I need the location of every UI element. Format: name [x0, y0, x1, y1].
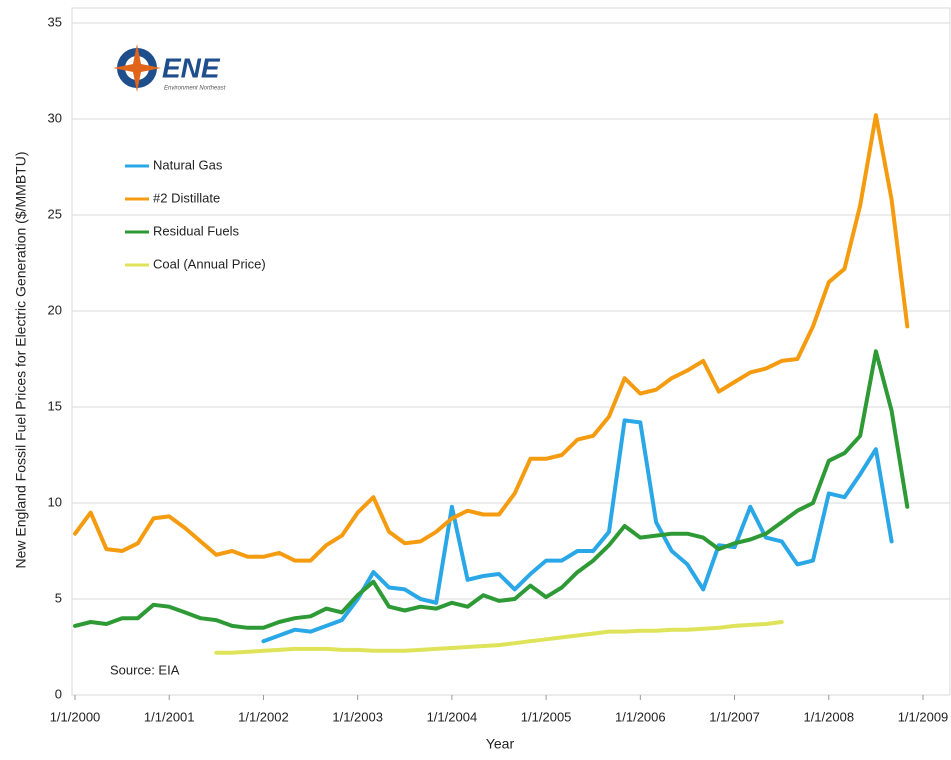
- y-tick-label: 20: [48, 302, 62, 317]
- y-tick-label: 0: [55, 686, 62, 701]
- y-tick-label: 15: [48, 398, 62, 413]
- y-tick-label: 30: [48, 110, 62, 125]
- y-tick-label: 35: [48, 14, 62, 29]
- series-line: [73, 349, 910, 630]
- logo-subtitle: Environment Northeast: [164, 86, 226, 92]
- x-tick-label: 1/1/2008: [803, 709, 854, 724]
- legend-label: Coal (Annual Price): [153, 256, 266, 271]
- series-line: [214, 620, 784, 655]
- legend-label: Natural Gas: [153, 157, 223, 172]
- source-note: Source: EIA: [110, 662, 180, 677]
- x-tick-label: 1/1/2004: [427, 709, 478, 724]
- x-tick-label: 1/1/2001: [144, 709, 195, 724]
- x-tick-label: 1/1/2005: [521, 709, 572, 724]
- x-tick-label: 1/1/2006: [615, 709, 666, 724]
- y-tick-label: 5: [55, 590, 62, 605]
- series-line: [73, 113, 910, 563]
- x-tick-label: 1/1/2003: [332, 709, 383, 724]
- y-tick-label: 10: [48, 494, 62, 509]
- x-tick-label: 1/1/2002: [238, 709, 289, 724]
- series-line: [261, 418, 894, 644]
- logo-icon: [113, 44, 161, 92]
- y-axis-label: New England Fossil Fuel Prices for Elect…: [13, 151, 29, 568]
- logo: ENE Environment Northeast: [113, 44, 226, 92]
- logo-text: ENE: [162, 52, 221, 83]
- x-tick-label: 1/1/2007: [709, 709, 760, 724]
- plot-area: [71, 7, 951, 696]
- x-axis-label: Year: [486, 736, 515, 752]
- y-tick-label: 25: [48, 206, 62, 221]
- grid: [72, 22, 950, 696]
- legend-label: Residual Fuels: [153, 223, 239, 238]
- x-tick-label: 1/1/2009: [898, 709, 949, 724]
- x-tick-label: 1/1/2000: [50, 709, 101, 724]
- legend-label: #2 Distillate: [153, 190, 220, 205]
